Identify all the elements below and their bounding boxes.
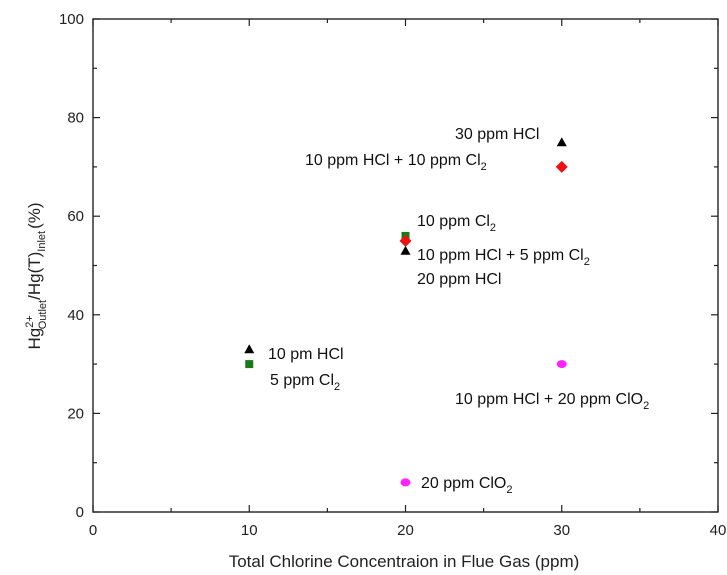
annotation-text: 30 ppm HCl bbox=[455, 126, 539, 143]
annotation-text: 20 ppm ClO bbox=[421, 475, 506, 492]
plot-frame bbox=[92, 18, 719, 513]
y-label-suffix: (%) bbox=[25, 202, 44, 228]
annotation-text: 10 ppm Cl bbox=[417, 213, 490, 230]
plot-border bbox=[92, 18, 719, 513]
annotation-20ppm-hcl: 20 ppm HCl bbox=[417, 271, 501, 288]
annotation-5ppm-cl2: 5 ppm Cl2 bbox=[270, 372, 340, 393]
annotation-10ppm-cl2: 10 ppm Cl2 bbox=[417, 213, 496, 234]
subscript: 2 bbox=[481, 161, 487, 173]
y-tick-label: 0 bbox=[76, 504, 84, 521]
y-label-sub-outlet: Outlet bbox=[37, 300, 49, 329]
y-label-mid: /Hg(T) bbox=[25, 252, 44, 300]
y-tick-label: 60 bbox=[67, 208, 84, 225]
y-axis-label: Hg2+Outlet/Hg(T)Inlet (%) bbox=[24, 202, 49, 349]
subscript: 2 bbox=[334, 381, 340, 393]
y-label-sub-inlet: Inlet bbox=[36, 231, 48, 252]
y-tick-label: 20 bbox=[67, 405, 84, 422]
x-tick-label: 10 bbox=[241, 522, 258, 539]
subscript: 2 bbox=[506, 484, 512, 496]
subscript: 2 bbox=[584, 256, 590, 268]
triangle-marker bbox=[400, 245, 411, 255]
axis-ticks bbox=[92, 18, 719, 513]
annotation-text: 10 ppm HCl + 5 ppm Cl bbox=[417, 247, 584, 264]
triangle-marker bbox=[244, 344, 255, 354]
x-tick-labels: 0 10 20 30 40 bbox=[89, 522, 727, 539]
annotation-30ppm-hcl: 30 ppm HCl bbox=[455, 126, 539, 143]
annotation-text: 20 ppm HCl bbox=[417, 271, 501, 288]
x-tick-label: 20 bbox=[397, 522, 414, 539]
circle-marker bbox=[400, 478, 411, 487]
triangle-marker bbox=[556, 137, 567, 147]
annotation-10pm-hcl: 10 pm HCl bbox=[268, 346, 344, 363]
y-tick-labels: 0 20 40 60 80 100 bbox=[59, 11, 84, 521]
x-tick-label: 30 bbox=[553, 522, 570, 539]
annotation-text: 5 ppm Cl bbox=[270, 372, 334, 389]
x-tick-label: 0 bbox=[89, 522, 97, 539]
x-tick-label: 40 bbox=[710, 522, 727, 539]
annotation-text: 10 ppm HCl + 20 ppm ClO bbox=[455, 391, 643, 408]
square-marker bbox=[245, 360, 254, 369]
circle-marker bbox=[556, 360, 567, 369]
diamond-marker bbox=[555, 160, 568, 173]
annotation-text: 10 pm HCl bbox=[268, 346, 344, 363]
annotation-10hcl-10cl2: 10 ppm HCl + 10 ppm Cl2 bbox=[305, 152, 487, 173]
annotation-10hcl-5cl2: 10 ppm HCl + 5 ppm Cl2 bbox=[417, 247, 590, 268]
x-axis-label: Total Chlorine Concentraion in Flue Gas … bbox=[229, 552, 580, 571]
y-tick-label: 100 bbox=[59, 11, 84, 28]
y-tick-label: 40 bbox=[67, 307, 84, 324]
annotation-20ppm-clo2: 20 ppm ClO2 bbox=[421, 475, 513, 496]
annotation-10hcl-20clo2: 10 ppm HCl + 20 ppm ClO2 bbox=[455, 391, 649, 412]
y-label-prefix: Hg bbox=[25, 328, 44, 350]
data-points bbox=[244, 137, 568, 487]
y-label-sup: 2+ bbox=[24, 315, 36, 328]
annotation-text: 10 ppm HCl + 10 ppm Cl bbox=[305, 152, 481, 169]
diamond-marker bbox=[399, 234, 412, 247]
subscript: 2 bbox=[643, 400, 649, 412]
subscript: 2 bbox=[490, 222, 496, 234]
y-tick-label: 80 bbox=[67, 110, 84, 127]
